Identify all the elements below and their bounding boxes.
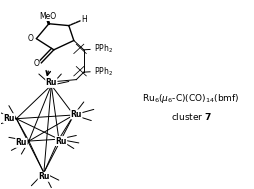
Text: Ru: Ru [3,114,14,123]
Text: Ru: Ru [38,172,50,181]
Text: Ru: Ru [16,138,27,147]
Text: O: O [34,59,39,68]
Text: Ru: Ru [71,110,82,119]
Text: PPh$_2$: PPh$_2$ [94,43,113,55]
Text: H: H [81,15,87,24]
Text: Ru: Ru [55,137,67,146]
Text: PPh$_2$: PPh$_2$ [94,65,113,78]
Text: Ru: Ru [46,78,57,88]
Text: O: O [27,34,33,43]
Text: Ru$_6$($\mu_6$-C)(CO)$_{14}$(bmf): Ru$_6$($\mu_6$-C)(CO)$_{14}$(bmf) [142,92,240,105]
Text: cluster $\mathbf{7}$: cluster $\mathbf{7}$ [171,111,212,122]
Text: MeO: MeO [39,12,56,21]
